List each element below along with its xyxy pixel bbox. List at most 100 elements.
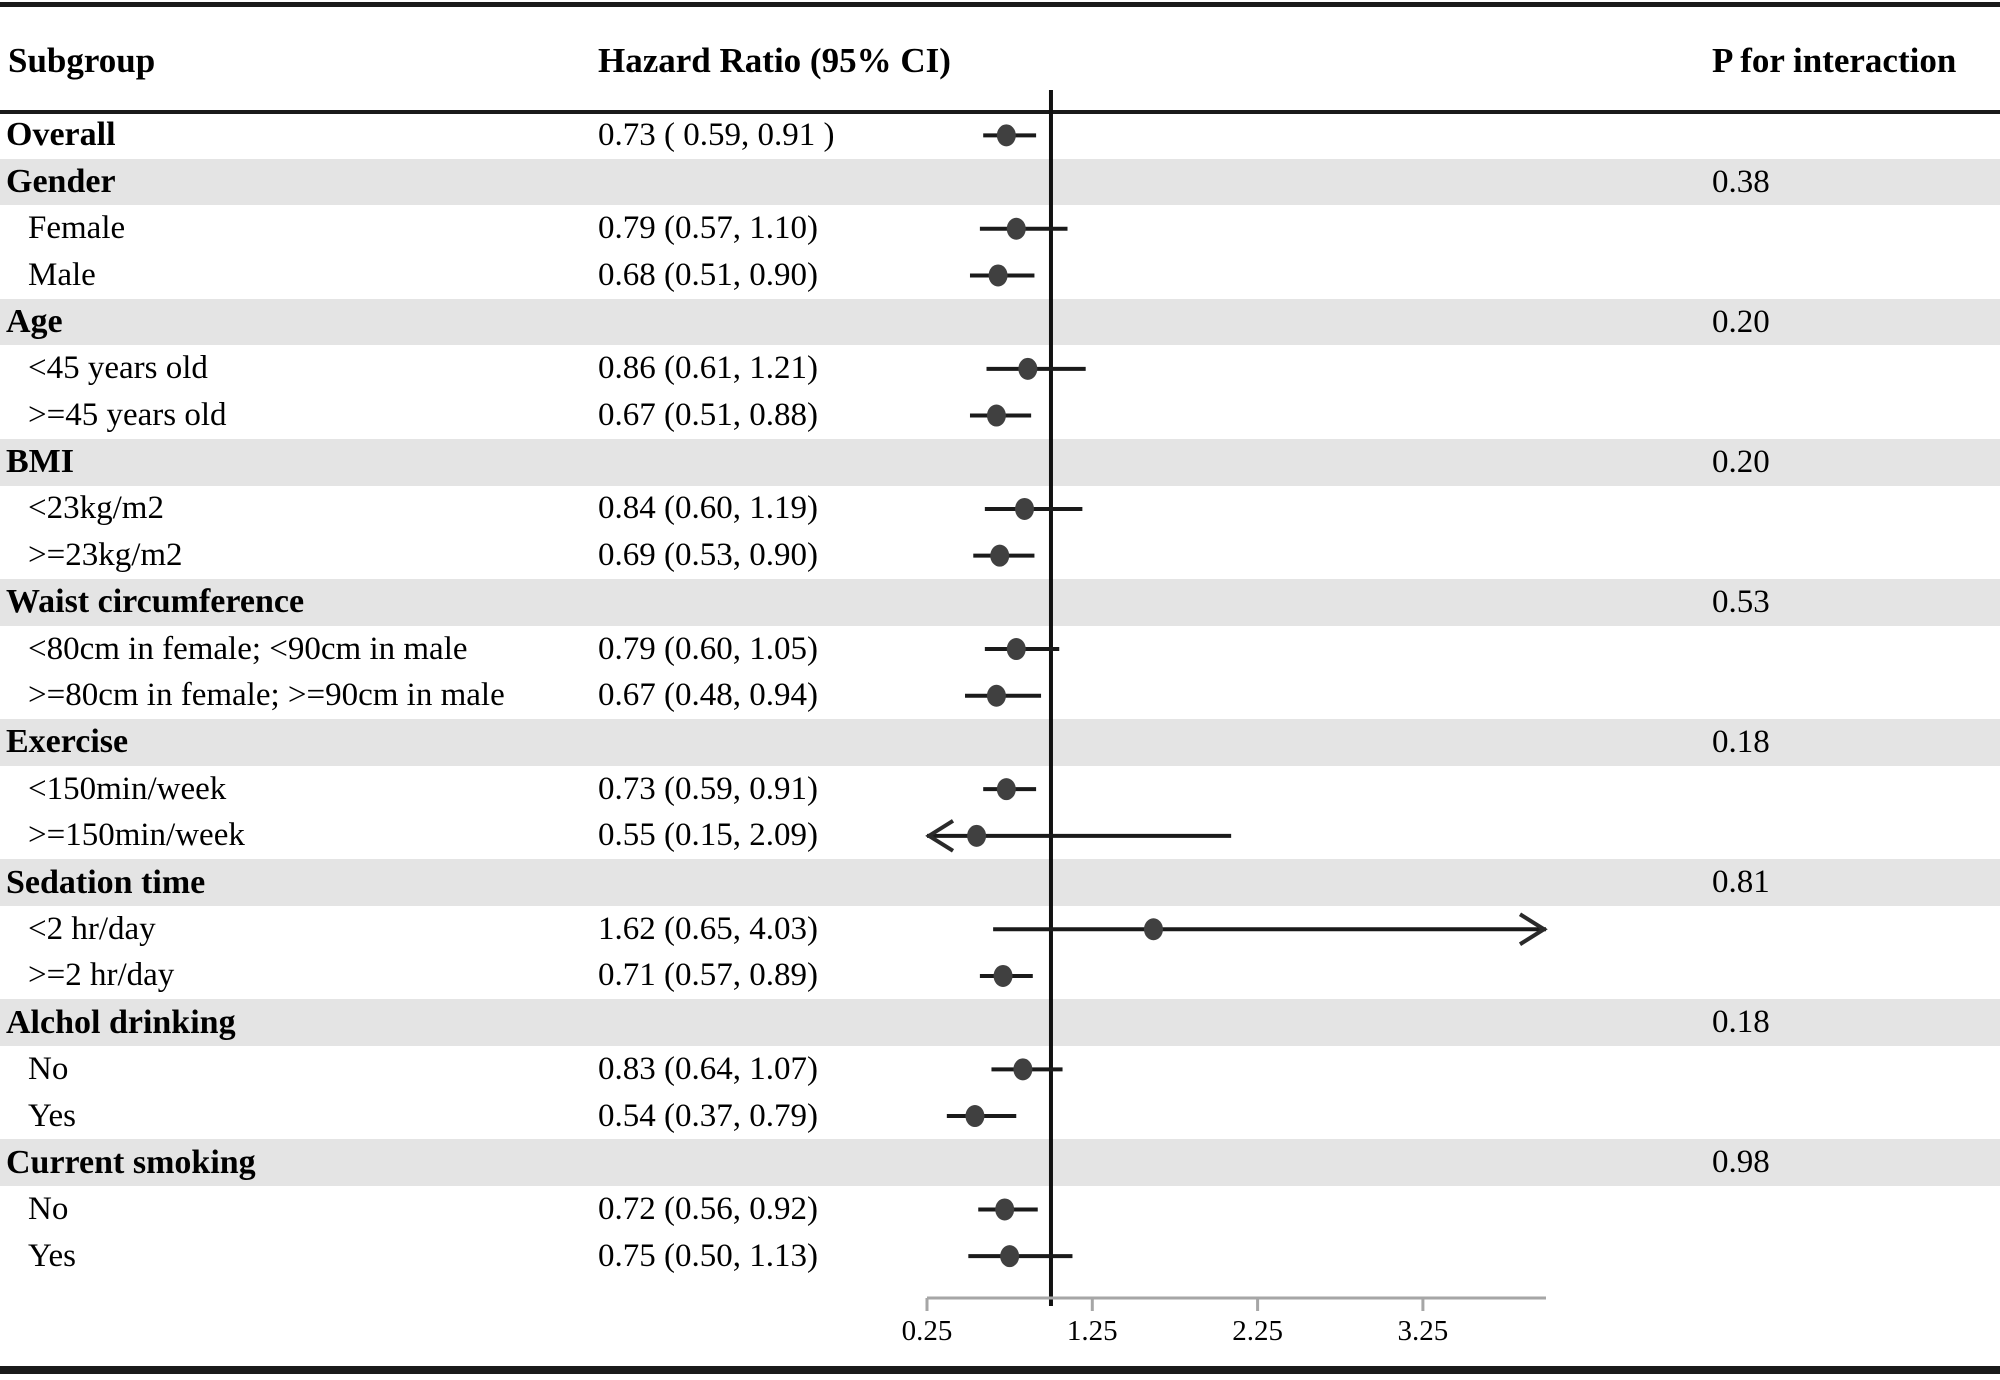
header-separator-rule: [0, 110, 2000, 114]
axis-tick-label: 3.25: [1398, 1315, 1449, 1347]
subgroup-label: No: [28, 1190, 69, 1227]
point-estimate-dot: [1013, 1058, 1033, 1081]
subgroup-label: Yes: [28, 1237, 77, 1274]
table-row: Overall 0.73 ( 0.59, 0.91 ): [0, 112, 2000, 159]
point-estimate-dot: [1006, 638, 1026, 661]
p-interaction-value: 0.18: [1712, 1004, 1770, 1041]
hazard-ratio-ci-text: 0.73 ( 0.59, 0.91 ): [598, 116, 835, 153]
point-estimate-dot: [988, 264, 1008, 287]
subgroup-label: Gender: [6, 163, 116, 201]
subgroup-label: Sedation time: [6, 863, 206, 901]
table-row: >=2 hr/day 0.71 (0.57, 0.89): [0, 953, 2000, 1000]
table-row: No 0.83 (0.64, 1.07): [0, 1046, 2000, 1093]
axis-tick-label: 1.25: [1067, 1315, 1118, 1347]
point-estimate-dot: [965, 1105, 985, 1128]
group-header-row: Age 0.20: [0, 298, 2000, 346]
subgroup-label: >=80cm in female; >=90cm in male: [28, 677, 505, 714]
subgroup-label: <2 hr/day: [28, 910, 156, 947]
subgroup-label: Current smoking: [6, 1143, 256, 1181]
group-header-row: Current smoking 0.98: [0, 1139, 2000, 1187]
subgroup-label: <23kg/m2: [28, 490, 164, 527]
hazard-ratio-ci-text: 0.69 (0.53, 0.90): [598, 537, 818, 574]
group-header-row: Gender 0.38: [0, 158, 2000, 206]
p-interaction-value: 0.98: [1712, 1144, 1770, 1181]
bottom-border-rule: [0, 1366, 2000, 1374]
hazard-ratio-ci-text: 0.84 (0.60, 1.19): [598, 490, 818, 527]
point-estimate-dot: [986, 684, 1006, 707]
hazard-ratio-ci-text: 0.83 (0.64, 1.07): [598, 1050, 818, 1087]
subgroup-label: >=150min/week: [28, 817, 245, 854]
table-row: No 0.72 (0.56, 0.92): [0, 1186, 2000, 1233]
p-interaction-value: 0.20: [1712, 443, 1770, 480]
point-estimate-dot: [993, 964, 1013, 987]
subgroup-label: <80cm in female; <90cm in male: [28, 630, 468, 667]
axis-tick-label: 2.25: [1232, 1315, 1283, 1347]
group-header-row: Waist circumference 0.53: [0, 579, 2000, 626]
subgroup-label: BMI: [6, 443, 74, 481]
subgroup-label: No: [28, 1050, 69, 1087]
hazard-ratio-ci-text: 0.55 (0.15, 2.09): [598, 817, 818, 854]
p-interaction-value: 0.38: [1712, 163, 1770, 200]
subgroup-label: Age: [6, 303, 63, 341]
hazard-ratio-ci-text: 0.86 (0.61, 1.21): [598, 350, 818, 387]
point-estimate-dot: [1143, 918, 1163, 941]
point-estimate-dot: [995, 1198, 1015, 1221]
table-row: <80cm in female; <90cm in male 0.79 (0.60…: [0, 626, 2000, 673]
subgroup-label: >=2 hr/day: [28, 957, 175, 994]
top-border-rule: [0, 2, 2000, 7]
hazard-ratio-ci-text: 0.79 (0.60, 1.05): [598, 630, 818, 667]
point-estimate-dot: [996, 778, 1016, 801]
subgroup-label: Overall: [6, 116, 116, 154]
subgroup-label: <45 years old: [28, 350, 208, 387]
table-row: Female 0.79 (0.57, 1.10): [0, 205, 2000, 252]
p-interaction-value: 0.53: [1712, 583, 1770, 620]
subgroup-label: >=23kg/m2: [28, 537, 183, 574]
hazard-ratio-ci-text: 0.72 (0.56, 0.92): [598, 1190, 818, 1227]
hazard-ratio-ci-text: 0.71 (0.57, 0.89): [598, 957, 818, 994]
axis-tick-label: 0.25: [902, 1315, 953, 1347]
table-row: >=45 years old 0.67 (0.51, 0.88): [0, 392, 2000, 439]
hazard-ratio-ci-text: 0.54 (0.37, 0.79): [598, 1097, 818, 1134]
subgroup-label: Yes: [28, 1097, 77, 1134]
table-row: >=150min/week 0.55 (0.15, 2.09): [0, 813, 2000, 860]
column-header-p-interaction: P for interaction: [1712, 41, 1957, 80]
subgroup-label: Female: [28, 210, 126, 247]
table-row: <150min/week 0.73 (0.59, 0.91): [0, 766, 2000, 813]
subgroup-label: >=45 years old: [28, 397, 227, 434]
table-row: Yes 0.54 (0.37, 0.79): [0, 1093, 2000, 1140]
table-row: <2 hr/day 1.62 (0.65, 4.03): [0, 906, 2000, 953]
hazard-ratio-ci-text: 0.67 (0.51, 0.88): [598, 397, 818, 434]
arrow-right-icon: [1518, 912, 1548, 946]
hazard-ratio-ci-text: 0.75 (0.50, 1.13): [598, 1237, 818, 1274]
point-estimate-dot: [1006, 217, 1026, 240]
column-header-hazard-ratio: Hazard Ratio (95% CI): [598, 41, 951, 80]
subgroup-label: Exercise: [6, 723, 129, 761]
arrow-left-icon: [925, 819, 955, 853]
hazard-ratio-ci-text: 0.79 (0.57, 1.10): [598, 210, 818, 247]
table-row: >=80cm in female; >=90cm in male 0.67 (0.…: [0, 672, 2000, 719]
subgroup-label: Male: [28, 256, 96, 293]
hazard-ratio-ci-text: 0.68 (0.51, 0.90): [598, 256, 818, 293]
group-header-row: Alchol drinking 0.18: [0, 999, 2000, 1046]
point-estimate-dot: [1000, 1245, 1020, 1268]
group-header-row: BMI 0.20: [0, 438, 2000, 486]
group-header-row: Exercise 0.18: [0, 719, 2000, 766]
group-header-row: Sedation time 0.81: [0, 859, 2000, 906]
subgroup-label: Alchol drinking: [6, 1003, 236, 1041]
column-header-subgroup: Subgroup: [8, 41, 156, 80]
p-interaction-value: 0.81: [1712, 864, 1770, 901]
point-estimate-dot: [986, 404, 1006, 427]
subgroup-label: <150min/week: [28, 770, 227, 807]
hazard-ratio-ci-text: 0.67 (0.48, 0.94): [598, 677, 818, 714]
subgroup-label: Waist circumference: [6, 583, 305, 621]
hazard-ratio-ci-text: 0.73 (0.59, 0.91): [598, 770, 818, 807]
p-interaction-value: 0.20: [1712, 303, 1770, 340]
table-row: <45 years old 0.86 (0.61, 1.21): [0, 346, 2000, 393]
p-interaction-value: 0.18: [1712, 723, 1770, 760]
table-row: Yes 0.75 (0.50, 1.13): [0, 1233, 2000, 1280]
point-estimate-dot: [996, 124, 1016, 147]
table-row: Male 0.68 (0.51, 0.90): [0, 252, 2000, 299]
point-estimate-dot: [1018, 357, 1038, 380]
